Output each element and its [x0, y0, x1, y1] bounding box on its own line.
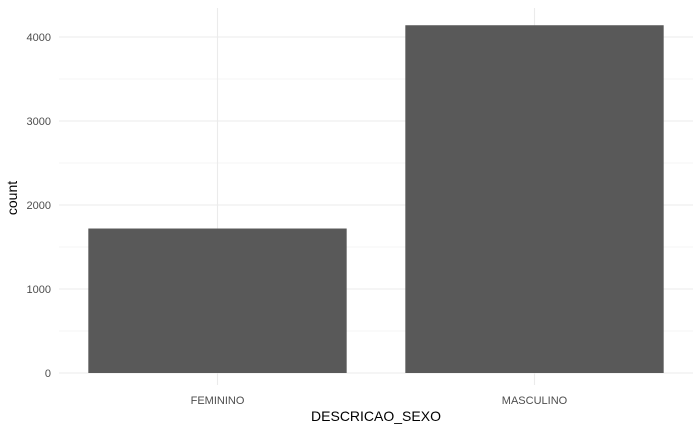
y-tick-label: 4000: [27, 32, 51, 44]
y-axis-title: count: [4, 181, 20, 215]
bars: [88, 25, 664, 374]
y-tick-label: 2000: [27, 200, 51, 212]
y-tick-label: 3000: [27, 116, 51, 128]
x-tick-label: MASCULINO: [502, 395, 568, 407]
bar-masculino: [405, 25, 664, 374]
y-tick-label: 1000: [27, 284, 51, 296]
bar-feminino: [88, 228, 347, 373]
y-axis-ticks: 0 1000 2000 3000 4000: [27, 32, 51, 380]
y-tick-label: 0: [45, 368, 51, 380]
x-axis-title: DESCRICAO_SEXO: [311, 408, 441, 424]
x-tick-label: FEMININO: [191, 395, 245, 407]
x-axis-ticks: FEMININO MASCULINO: [191, 395, 568, 407]
